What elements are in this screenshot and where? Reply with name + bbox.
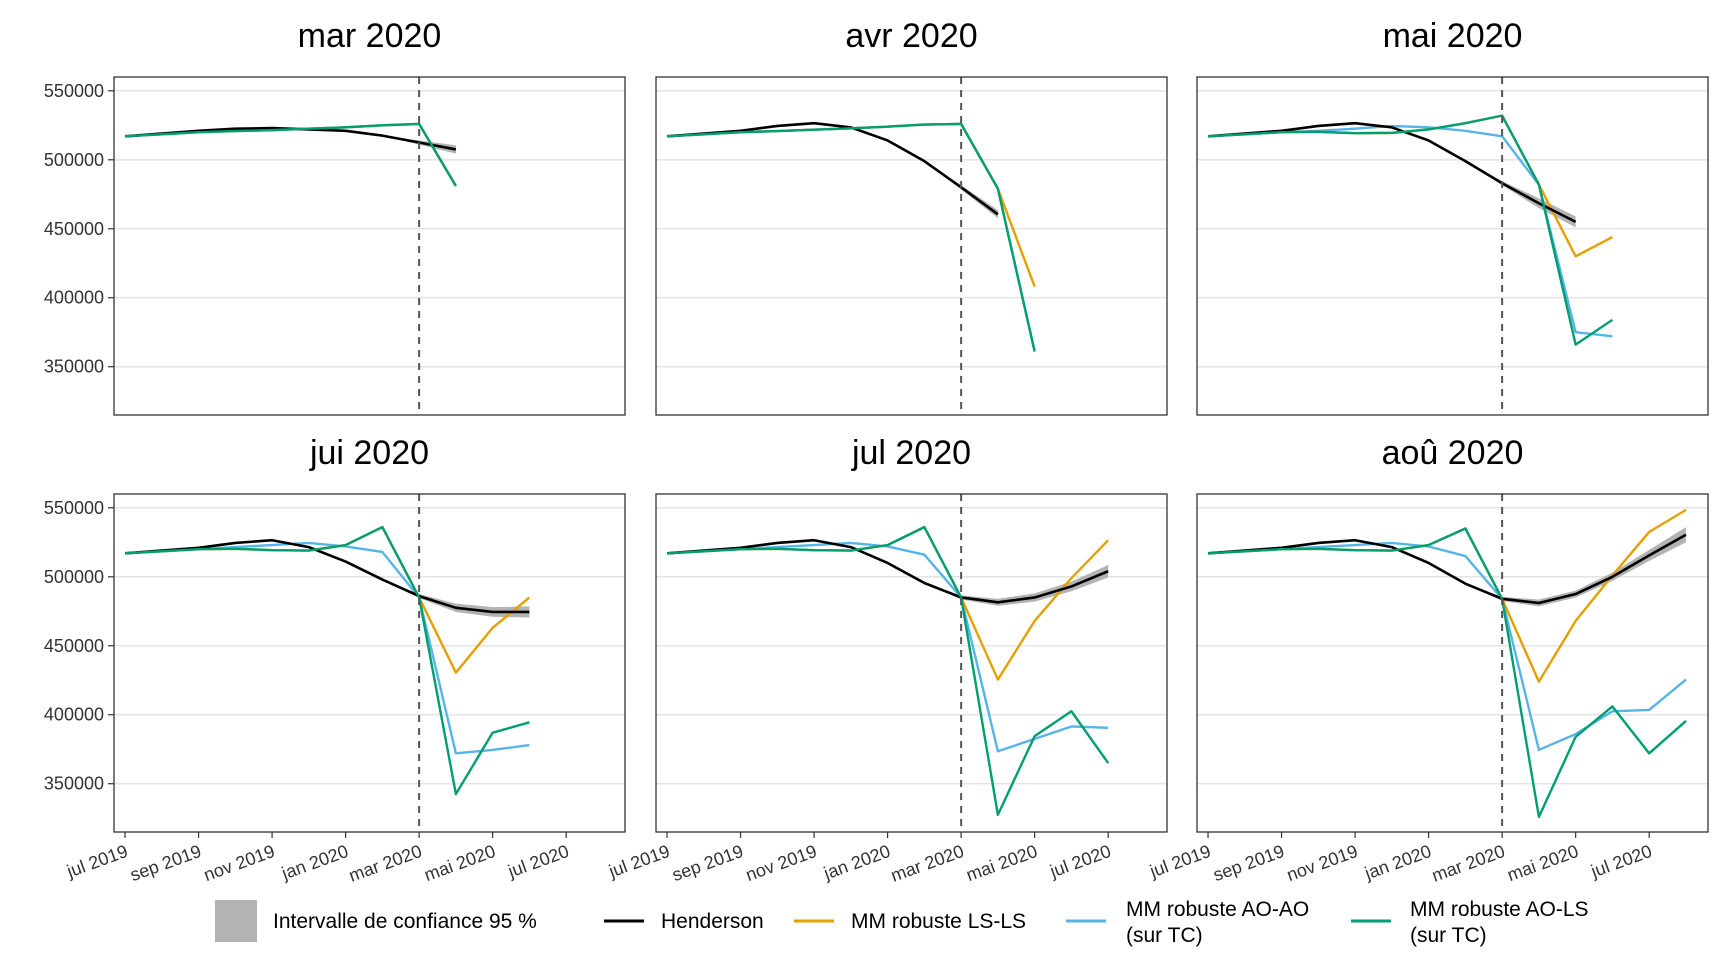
x-tick-label: mai 2020 [964,841,1040,885]
y-tick-label: 450000 [44,219,104,239]
panel-title: jul 2020 [851,434,971,472]
series-line-ao-ls [124,525,530,796]
legend-label-ao-ao-line1: MM robuste AO-AO [1126,898,1309,921]
x-tick-label: jul 2020 [1047,841,1114,882]
panel-title: jui 2020 [309,434,429,472]
legend-label-ao-ao-line2: (sur TC) [1126,924,1203,947]
x-tick-label: nov 2019 [201,841,277,885]
panel-border [1196,76,1709,416]
panel-border [655,76,1168,416]
panel-title: avr 2020 [845,17,977,55]
x-tick-label: jul 2019 [605,841,672,882]
panel-3: mai 2020 [1196,17,1709,416]
ci-band [1208,527,1686,607]
legend-label-ci: Intervalle de confiance 95 % [273,910,537,933]
legend-key-ci [215,900,257,942]
y-tick-label: 350000 [44,774,104,794]
series-line-ao-ls [124,122,457,187]
panel-border [655,493,1168,833]
x-tick-label: nov 2019 [1284,841,1360,885]
x-tick-label: sep 2019 [127,841,203,885]
panel-title: mai 2020 [1383,17,1523,55]
x-tick-label: sep 2019 [1210,841,1286,885]
series-line-henderson [666,538,1109,604]
x-tick-label: mar 2020 [1429,841,1507,886]
x-tick-label: jul 2020 [1588,841,1655,882]
legend-label-ao-ls-line1: MM robuste AO-LS [1410,898,1589,921]
y-tick-label: 400000 [44,288,104,308]
panels-layer: mar 2020 350000 400000 450000 500000 550000 av… [44,17,1709,886]
series-line-henderson [1207,121,1577,224]
y-tick-label: 400000 [44,705,104,725]
panel-border [113,76,626,416]
panel-border [1196,493,1709,833]
x-tick-label: mar 2020 [888,841,966,886]
series-line-ao-ls [1207,527,1687,819]
series-line-ao-ao [1207,124,1613,338]
x-tick-label: mar 2020 [346,841,424,886]
series-line-henderson [124,126,457,151]
x-tick-label: jul 2019 [63,841,130,882]
x-tick-label: sep 2019 [669,841,745,885]
x-tick-label: jul 2019 [1146,841,1213,882]
x-tick-label: jan 2020 [278,841,351,884]
x-tick-label: mai 2020 [422,841,498,885]
series-line-ao-ls [1207,114,1614,346]
y-tick-label: 550000 [44,498,104,518]
series-line-henderson [1207,533,1687,605]
panel-border [113,493,626,833]
legend-label-henderson: Henderson [661,910,764,933]
legend: Intervalle de confiance 95 % Henderson M… [215,898,1589,947]
ci-band [1208,123,1576,228]
series-line-ao-ao [666,541,1109,753]
x-tick-label: mai 2020 [1505,841,1581,885]
series-line-ao-ls [666,122,1036,352]
y-tick-label: 350000 [44,357,104,377]
series-line-ao-ao [124,541,530,755]
legend-label-ao-ls-line2: (sur TC) [1410,924,1487,947]
ci-band [667,123,998,219]
legend-label-ls-ls: MM robuste LS-LS [851,910,1026,933]
panel-title: aoû 2020 [1382,434,1524,472]
y-tick-label: 550000 [44,81,104,101]
y-tick-label: 450000 [44,636,104,656]
ci-band [125,540,530,618]
x-tick-label: jul 2020 [505,841,572,882]
series-line-henderson [666,121,999,216]
series-line-ao-ls [666,525,1110,816]
series-line-henderson [124,538,530,614]
x-tick-label: jan 2020 [1361,841,1434,884]
panel-4: jui 2020 350000 400000 450000 500000 550000 ju… [44,434,626,886]
x-tick-label: nov 2019 [743,841,819,885]
panel-title: mar 2020 [298,17,442,55]
x-tick-label: jan 2020 [820,841,893,884]
panel-2: avr 2020 [655,17,1168,416]
y-tick-label: 500000 [44,150,104,170]
series-line-ls-ls [666,122,1036,288]
y-tick-label: 500000 [44,567,104,587]
panel-1: mar 2020 350000 400000 450000 500000 550000 [44,17,626,416]
